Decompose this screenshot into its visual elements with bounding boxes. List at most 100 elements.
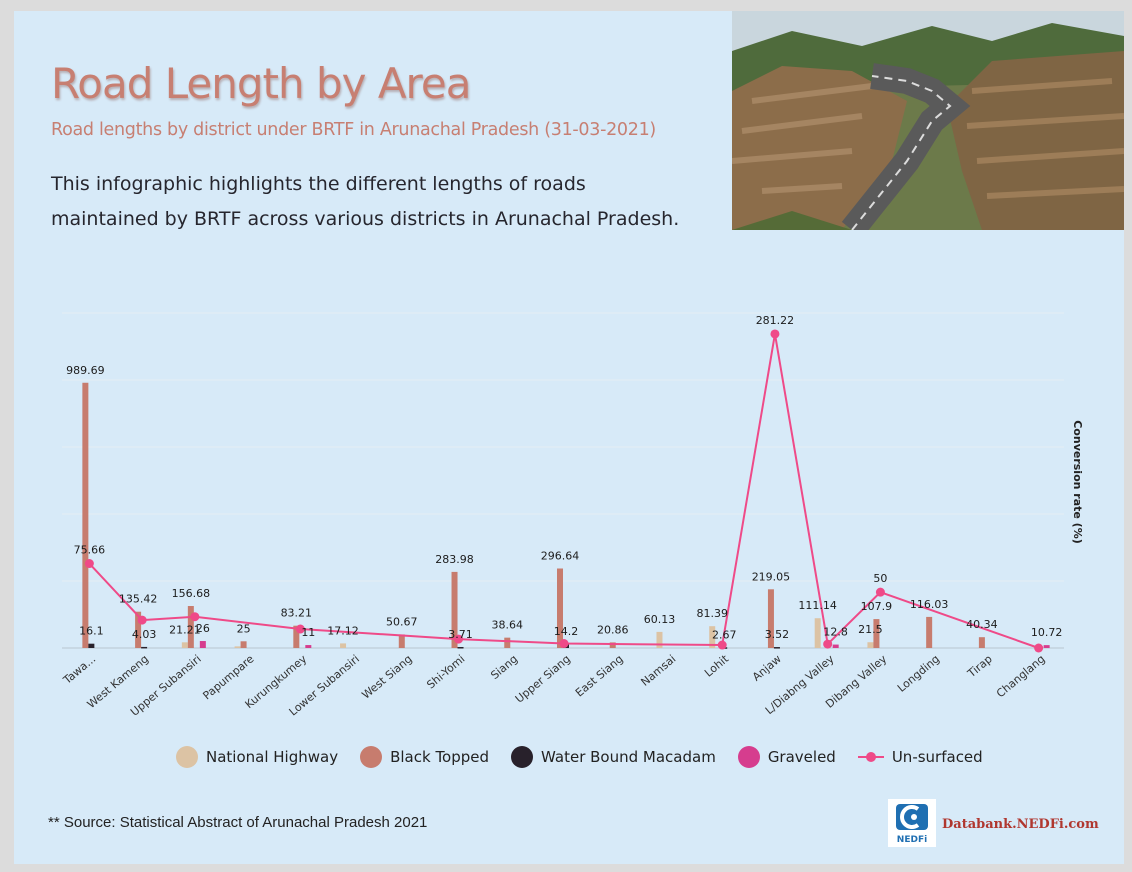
legend-swatch [360,746,383,768]
legend-un-surfaced[interactable]: Un-surfaced [857,748,983,766]
bar-national-highway[interactable] [814,618,821,648]
data-label: 21.5 [858,623,883,636]
bar-black-topped[interactable] [926,616,933,648]
unsurfaced-point[interactable] [770,329,780,339]
unsurfaced-point[interactable] [190,612,200,622]
bar-national-highway[interactable] [656,631,663,648]
brand-link[interactable]: Databank.NEDFi.com [942,817,1099,832]
bar-black-topped[interactable] [187,606,194,648]
data-label: 14.2 [554,625,579,638]
bar-black-topped[interactable] [451,571,458,648]
unsurfaced-line [88,333,1039,649]
unsurfaced-point[interactable] [1034,643,1044,653]
x-tick-label: West Siang [359,652,414,701]
bar-black-topped[interactable] [767,589,774,648]
data-label: 26 [196,622,210,635]
data-label: 81.39 [696,607,728,620]
bar-water-bound-macadam[interactable] [141,646,148,649]
legend-label: Graveled [767,748,836,766]
x-tick-label: Lohit [702,652,732,680]
data-label: 60.13 [644,613,676,626]
infographic-card: Road Length by Area Road lengths by dist… [14,11,1124,864]
legend-water-bound-macadam[interactable]: Water Bound Macadam [511,746,716,768]
bar-national-highway[interactable] [340,643,347,648]
x-tick-label: Longding [895,652,942,694]
landscape-photo [732,11,1124,230]
legend-black-topped[interactable]: Black Topped [360,746,489,768]
bar-black-topped[interactable] [978,637,985,648]
x-tick-label: Tawa... [60,652,98,687]
bar-graveled[interactable] [1043,645,1050,648]
data-label: 111.14 [798,599,837,612]
data-label: 17.12 [327,624,359,637]
bar-black-topped[interactable] [398,634,405,648]
line-series [84,329,1044,653]
unsurfaced-point[interactable] [295,624,305,634]
x-tick-label: Tirap [964,652,994,680]
data-label: 2.67 [712,628,737,641]
page-title: Road Length by Area [51,59,471,108]
data-label: 11 [301,626,315,639]
bar-national-highway[interactable] [867,642,874,648]
bar-graveled[interactable] [199,641,206,648]
data-label: 83.21 [281,607,313,620]
chart-legend: National Highway Black Topped Water Boun… [176,746,983,768]
legend-line-swatch [857,751,884,763]
legend-graveled[interactable]: Graveled [737,746,836,768]
x-tick-label: Namsai [638,652,678,688]
bar-water-bound-macadam[interactable] [773,647,780,649]
x-tick-label: Upper Siang [513,652,573,705]
unsurfaced-point[interactable] [84,559,94,569]
bar-water-bound-macadam[interactable] [457,647,464,649]
x-tick-label: Changlang [994,652,1048,700]
bar-national-highway[interactable] [234,646,241,648]
unsurfaced-point[interactable] [717,640,727,650]
bar-series [82,382,1050,649]
bar-black-topped[interactable] [609,642,616,648]
x-tick-label: Anjaw [750,652,784,683]
bar-black-topped[interactable] [873,619,880,648]
data-label: 10.72 [1031,626,1063,639]
unsurfaced-point[interactable] [559,639,569,649]
bar-black-topped[interactable] [82,382,89,648]
data-label: 135.42 [119,593,158,606]
description: This infographic highlights the differen… [51,173,680,230]
unsurfaced-point[interactable] [823,639,833,649]
x-tick-label: Shi-Yomi [424,652,467,691]
legend-label: National Highway [206,748,339,766]
bar-national-highway[interactable] [181,642,188,648]
data-label: 116.03 [910,598,949,611]
data-label: 50.67 [386,615,418,628]
bar-black-topped[interactable] [135,611,142,648]
data-label: 12.8 [823,626,848,639]
unsurfaced-point[interactable] [454,634,464,644]
bar-black-topped[interactable] [293,625,300,648]
legend-swatch [511,746,534,768]
bar-black-topped[interactable] [504,637,511,648]
data-label: 283.98 [435,553,474,566]
legend-national-highway[interactable]: National Highway [176,746,338,768]
unsurfaced-point[interactable] [137,615,147,625]
bar-water-bound-macadam[interactable] [88,643,95,648]
legend-label: Water Bound Macadam [541,748,716,766]
legend-swatch [176,746,198,768]
data-label: 3.52 [765,628,790,641]
data-label: 3.71 [448,628,473,641]
bar-graveled[interactable] [305,645,312,648]
legend-swatch [737,746,760,768]
unsurfaced-point[interactable] [875,587,885,597]
data-label: 281.22 [756,314,795,327]
data-label: 989.69 [66,364,105,377]
bar-graveled[interactable] [832,644,839,648]
data-label: 20.86 [597,623,629,636]
data-label: 156.68 [172,587,211,600]
bar-black-topped[interactable] [557,568,563,648]
data-label: 40.34 [966,618,998,631]
bar-national-highway[interactable] [709,626,716,648]
legend-label: Un-surfaced [891,748,983,766]
data-label: 25 [237,622,251,635]
bar-black-topped[interactable] [240,641,247,648]
source-note: ** Source: Statistical Abstract of Aruna… [48,814,428,831]
